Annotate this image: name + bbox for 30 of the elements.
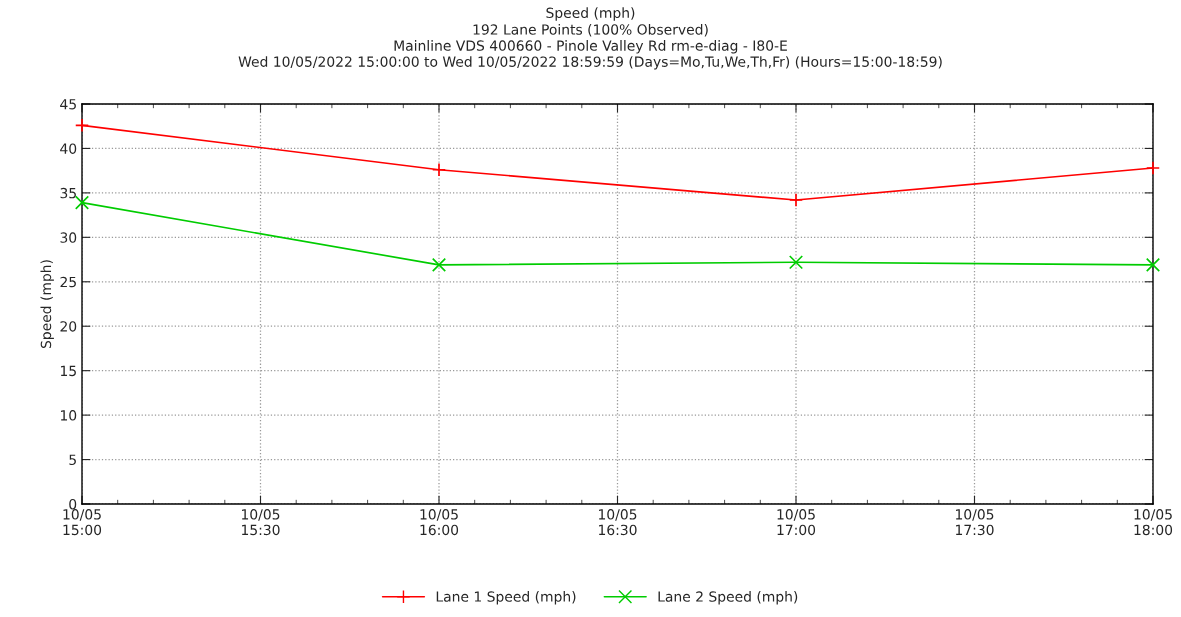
y-tick-label: 15: [60, 365, 76, 377]
y-tick-label: 0: [69, 498, 77, 510]
point: [1145, 257, 1161, 272]
point: [788, 255, 804, 270]
y-axis-title: Speed (mph): [40, 260, 54, 349]
x-tick-label: 10/05 17:00: [777, 509, 816, 536]
y-tick-label: 30: [60, 232, 77, 243]
x-tick-label: 10/05 18:00: [1134, 509, 1173, 536]
point: [74, 195, 90, 210]
point: [431, 162, 447, 177]
chart-title: Speed (mph): [546, 7, 635, 21]
point: [431, 257, 447, 272]
y-tick-label: 10: [60, 410, 77, 421]
point: [788, 192, 804, 208]
x-tick-label: 10/05 17:30: [956, 509, 994, 536]
point: [1145, 160, 1161, 176]
y-tick-label: 25: [60, 276, 76, 288]
x-tick-label: 10/05 16:30: [599, 509, 637, 536]
x-tick-label: 10/05 15:30: [242, 509, 280, 536]
y-tick-label: 5: [69, 454, 76, 466]
chart-subtitle: 192 Lane Points (100% Observed) Mainline VDS 400660 - Pinole Valley Rd rm-e-diag - I80-E Wed 10/05/2022 15:00:00 to Wed 10/05/2022 18:59:59 (Days=Mo,Tu,We,Th,Fr) (Hours=15:00-18:59): [238, 24, 942, 70]
legend-label: Lane 2 Speed (mph): [658, 591, 798, 605]
legend-label: Lane 1 Speed (mph): [436, 591, 576, 605]
y-tick-label: 45: [60, 99, 76, 110]
x-tick-label: 10/05 16:00: [420, 509, 459, 536]
y-tick-label: 35: [60, 187, 76, 199]
point: [74, 118, 90, 133]
x-tick-label: 10/05 15:00: [63, 509, 102, 536]
y-tick-label: 40: [60, 143, 77, 154]
y-tick-label: 20: [60, 321, 77, 332]
